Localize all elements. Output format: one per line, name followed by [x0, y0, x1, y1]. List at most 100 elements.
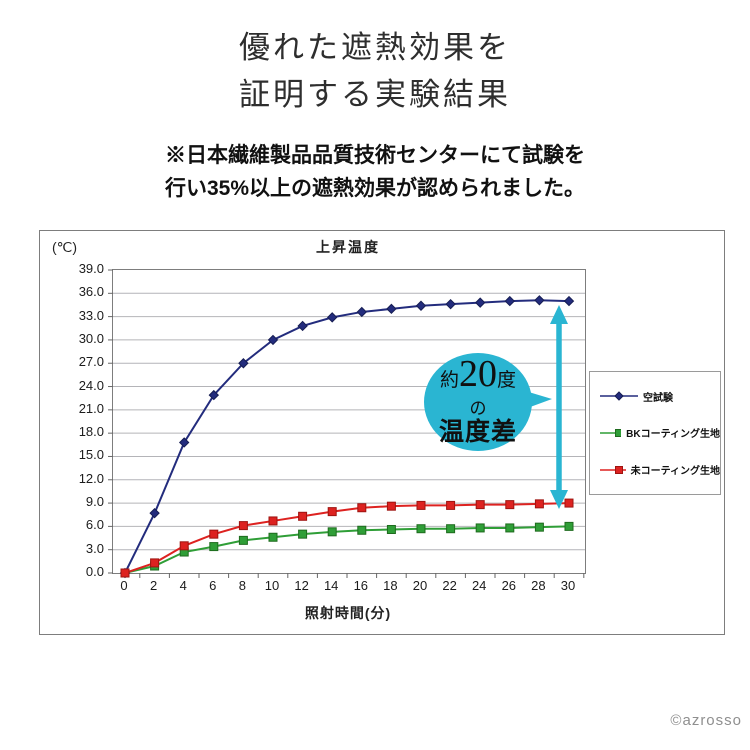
data-point [386, 524, 396, 534]
legend-item-0: 空試験 [600, 389, 720, 404]
y-axis-label: 24.0 [78, 377, 104, 393]
page-title: 優れた遮熱効果を 証明する実験結果 [0, 24, 750, 118]
chart-title: 上昇温度 [316, 239, 380, 255]
annotation-label: 温度差 [438, 419, 517, 446]
test-note-line1: ※日本繊維製品品質技術センターにて試験を [165, 144, 585, 167]
y-axis-label: 33.0 [78, 307, 104, 323]
series-line-1 [124, 525, 570, 574]
data-point [475, 500, 485, 510]
annotation-bubble: 約20度 の 温度差 [424, 353, 532, 451]
legend-marker-icon [600, 428, 622, 437]
data-point [563, 295, 575, 307]
x-axis-label: 22 [442, 578, 457, 593]
y-axis-label: 21.0 [78, 400, 104, 416]
data-point [386, 501, 396, 511]
data-point [298, 511, 308, 521]
series-line-0 [124, 299, 570, 574]
data-point [238, 358, 249, 369]
data-point [564, 498, 574, 508]
test-note: ※日本繊維製品品質技術センターにて試験を 行い35%以上の遮熱効果が認められまし… [0, 139, 750, 205]
x-axis-label: 24 [471, 578, 487, 593]
y-axis-label: 9.0 [85, 494, 104, 510]
data-point [416, 500, 426, 510]
data-point [505, 523, 515, 533]
data-point [298, 529, 308, 539]
data-point [208, 389, 220, 401]
chart: (℃) 上昇温度 39.0 36.0 33.0 30.0 27.0 24.0 21.0 18.… [39, 230, 725, 635]
y-axis-label: 18.0 [78, 424, 104, 440]
y-axis-label: 0.0 [85, 564, 104, 579]
legend-item-1: BKコーティング生地 [600, 425, 720, 440]
data-point [297, 320, 308, 332]
page-title-line1: 優れた遮熱効果を [239, 30, 511, 65]
data-point [446, 500, 456, 510]
x-axis-label: 6 [209, 578, 217, 593]
x-axis-label: 14 [323, 578, 339, 593]
x-axis-label: 12 [294, 578, 309, 593]
data-point [416, 524, 426, 534]
data-point [505, 500, 515, 510]
data-point [268, 532, 278, 542]
data-point [149, 507, 160, 519]
data-point [474, 297, 486, 308]
data-point [415, 300, 427, 311]
x-axis-label: 30 [560, 578, 576, 593]
x-axis-title: 照射時間(分) [304, 605, 392, 621]
legend-label: BKコーティング生地 [626, 429, 720, 441]
data-point [238, 535, 248, 545]
y-axis-label: 15.0 [78, 447, 104, 463]
data-point [386, 303, 397, 315]
legend-item-2: 未コーティング生地 [600, 462, 720, 477]
legend-marker-icon [600, 391, 638, 402]
series-line-2 [124, 502, 570, 574]
annotation-approx: 約 [439, 370, 459, 391]
annotation-value: 20 [459, 353, 497, 395]
annotation-line1: 約20度 [439, 355, 517, 399]
y-axis-label: 12.0 [78, 470, 104, 486]
data-point [178, 437, 190, 448]
temperature-difference-arrow-icon [550, 305, 568, 509]
data-point [534, 295, 545, 306]
x-axis-label: 18 [383, 578, 398, 593]
page-title-line2: 証明する実験結果 [239, 77, 511, 112]
data-point [209, 529, 219, 539]
y-axis-label: 27.0 [78, 354, 104, 370]
x-axis-label: 26 [501, 578, 517, 593]
annotation-particle: の [469, 399, 487, 418]
copyright: ©azrosso [670, 712, 742, 729]
x-axis-label: 8 [238, 578, 246, 593]
data-point [238, 521, 248, 531]
legend-label: 未コーティング生地 [630, 466, 720, 478]
x-axis-label: 16 [353, 578, 369, 593]
data-point [267, 334, 279, 346]
data-point [327, 507, 337, 517]
x-axis-label: 2 [149, 578, 158, 593]
data-point [446, 524, 456, 534]
data-point [445, 298, 456, 310]
legend: 空試験 BKコーティング生地 未コーティング生地 [589, 371, 721, 495]
data-point [534, 499, 544, 509]
y-axis-unit-label: (℃) [52, 239, 78, 255]
test-note-line2: 行い35%以上の遮熱効果が認められました。 [164, 177, 586, 200]
data-point [475, 523, 485, 533]
x-axis-label: 0 [120, 578, 128, 593]
y-axis-label: 39.0 [78, 261, 104, 276]
x-axis-label: 28 [531, 578, 546, 593]
annotation-unit: 度 [497, 370, 517, 391]
data-point [268, 516, 278, 526]
data-point [150, 558, 160, 568]
data-point [120, 568, 130, 578]
data-point [209, 542, 219, 552]
legend-label: 空試験 [643, 392, 673, 404]
y-axis-label: 6.0 [85, 517, 104, 533]
y-axis-label: 36.0 [78, 284, 104, 300]
data-point [534, 522, 544, 532]
data-point [326, 312, 338, 323]
legend-marker-icon [600, 465, 626, 474]
data-point [327, 527, 337, 537]
data-point [504, 295, 516, 307]
x-axis-label: 20 [412, 578, 428, 593]
y-axis-label: 30.0 [78, 330, 104, 346]
data-point [356, 306, 368, 318]
